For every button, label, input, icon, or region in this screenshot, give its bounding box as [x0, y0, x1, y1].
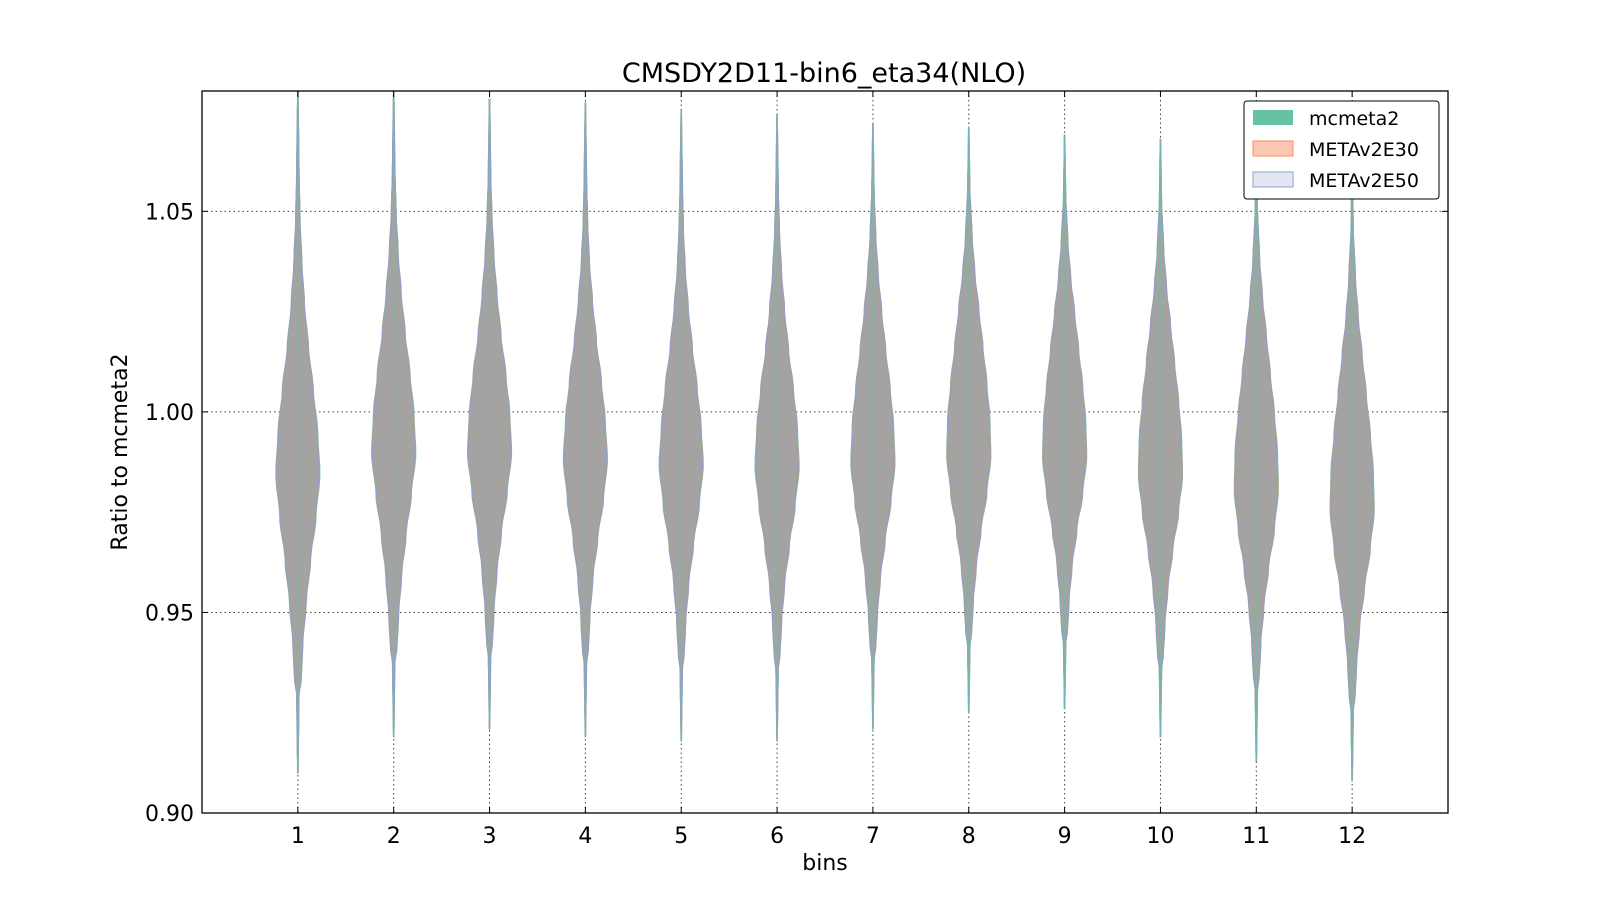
plot-frame [201, 90, 1449, 814]
legend-label-mcmeta2: mcmeta2 [1309, 108, 1399, 130]
violin-metav2e50 [467, 98, 512, 730]
x-tick-label: 1 [291, 824, 305, 849]
violin-bin-10 [1137, 138, 1184, 738]
x-tick-label: 3 [483, 824, 497, 849]
violin-bin-6 [754, 114, 800, 742]
legend-swatch-mcmeta2 [1253, 110, 1293, 125]
x-tick-label: 12 [1338, 824, 1366, 849]
y-axis-ticks: 0.90 0.95 1.00 1.05 [145, 200, 1448, 827]
x-tick-label: 7 [866, 824, 880, 849]
y-axis-label: Ratio to mcmeta2 [108, 353, 133, 550]
violin-bin-11 [1233, 142, 1279, 762]
violin-bin-1 [275, 90, 321, 774]
x-tick-label: 2 [387, 824, 401, 849]
violin-bin-8 [946, 126, 992, 714]
x-tick-label: 4 [578, 824, 592, 849]
chart-title: CMSDY2D11-bin6_eta34(NLO) [622, 58, 1026, 89]
violin-metav2e50 [1138, 138, 1183, 738]
legend-label-metav2e50: METAv2E50 [1309, 170, 1419, 192]
legend-swatch-metav2e30 [1252, 140, 1294, 157]
x-axis-label: bins [802, 851, 847, 876]
x-axis-ticks: 1 2 3 4 5 6 7 8 9 10 11 12 [291, 91, 1366, 849]
violin-bin-5 [658, 110, 704, 742]
violin-bin-9 [1041, 134, 1088, 710]
violin-bin-12 [1329, 162, 1375, 782]
x-tick-label: 11 [1242, 824, 1270, 849]
violin-layer [275, 90, 1375, 782]
violin-bin-2 [371, 90, 417, 738]
y-tick-label: 0.95 [145, 601, 194, 626]
legend-swatch-metav2e50 [1252, 171, 1294, 188]
violin-bin-3 [466, 98, 513, 730]
y-tick-label: 0.90 [145, 802, 194, 827]
y-tick-label: 1.05 [145, 200, 194, 225]
violin-bin-7 [850, 122, 896, 730]
y-tick-label: 1.00 [145, 401, 194, 426]
x-tick-label: 8 [962, 824, 976, 849]
x-tick-label: 9 [1058, 824, 1072, 849]
legend: mcmeta2 METAv2E30 METAv2E50 [1243, 100, 1440, 200]
violin-metav2e50 [659, 110, 704, 742]
legend-label-metav2e30: METAv2E30 [1309, 139, 1419, 161]
x-tick-label: 5 [674, 824, 688, 849]
x-tick-label: 10 [1146, 824, 1174, 849]
x-tick-label: 6 [770, 824, 784, 849]
violin-bin-4 [562, 102, 609, 738]
